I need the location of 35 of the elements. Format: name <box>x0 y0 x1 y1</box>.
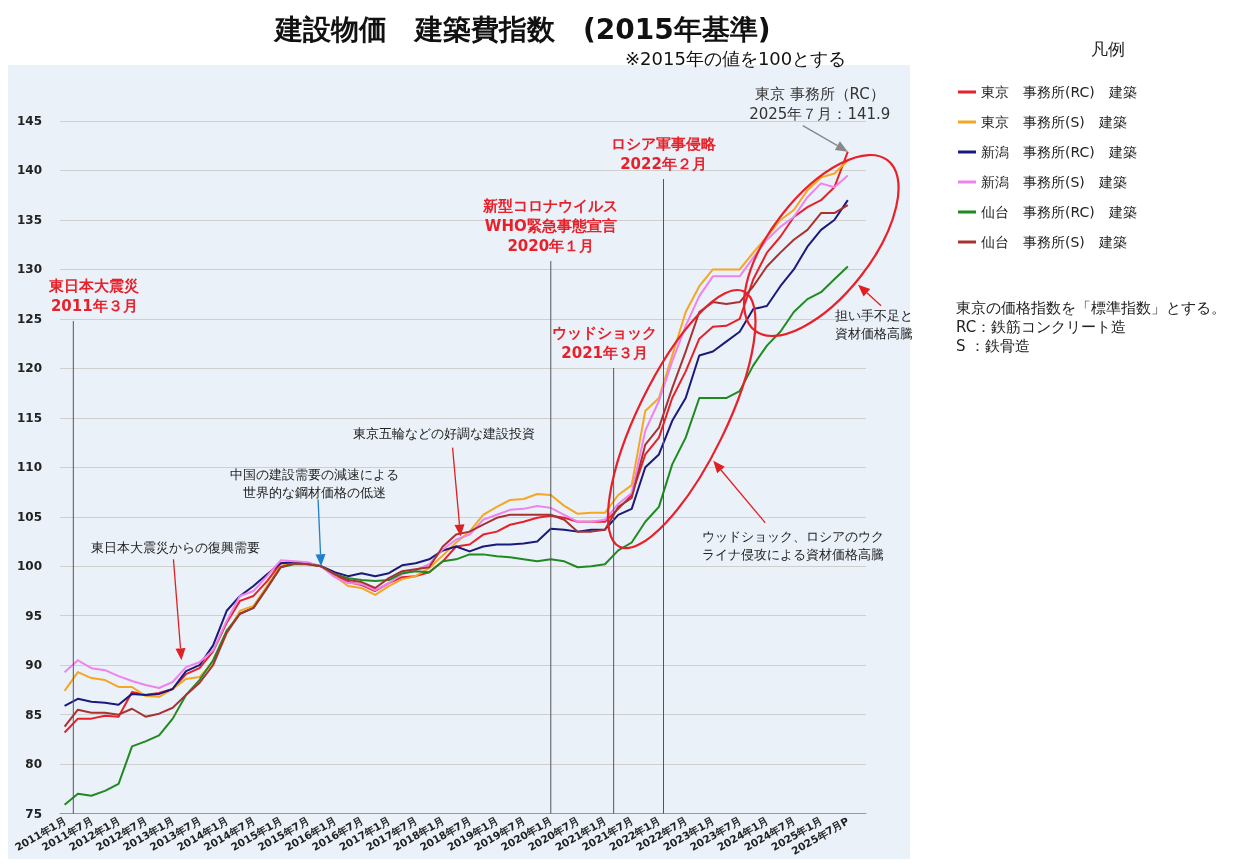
y-tick-label: 140 <box>16 163 42 178</box>
annotation: 東京 事務所（RC） 2025年７月：141.9 <box>749 84 891 123</box>
y-tick-label: 135 <box>16 212 42 227</box>
text: 東京の価格指数を「標準指数」とする。 RC：鉄筋コンクリート造 S ：鉄骨造 <box>956 298 1226 355</box>
chart-title: 建設物価 建築費指数 (2015年基準) <box>273 12 771 46</box>
legend-label: 仙台 事務所(RC) 建築 <box>981 204 1137 220</box>
ref-line-label: 新型コロナウイルス WHO緊急事態宣言 2020年１月 <box>482 197 619 255</box>
y-tick-label: 90 <box>25 658 42 673</box>
y-tick-label: 110 <box>16 460 42 475</box>
y-tick-label: 105 <box>16 509 42 524</box>
annotation: 東日本大震災からの復興需要 <box>90 539 260 555</box>
legend-label: 新潟 事務所(RC) 建築 <box>981 144 1137 160</box>
y-tick-label: 120 <box>16 361 42 376</box>
legend-label: 東京 事務所(S) 建築 <box>981 114 1127 130</box>
y-tick-label: 125 <box>16 311 42 326</box>
y-tick-label: 145 <box>16 114 42 128</box>
y-tick-label: 115 <box>16 410 42 425</box>
y-tick-label: 75 <box>25 806 42 821</box>
legend-label: 東京 事務所(RC) 建築 <box>981 84 1137 100</box>
y-tick-label: 130 <box>16 262 42 277</box>
chart-subtitle: ※2015年の値を100とする <box>625 47 847 69</box>
annotation: 中国の建設需要の減速による世界的な鋼材価格の低迷 <box>229 466 399 500</box>
annotation: 担い手不足と資材価格高騰 <box>835 308 914 342</box>
legend-label: 新潟 事務所(S) 建築 <box>981 174 1127 190</box>
y-tick-label: 85 <box>25 707 42 722</box>
ref-line-label: ロシア軍事侵略 2022年２月 <box>611 135 717 173</box>
annotation: 東京五輪などの好調な建設投資 <box>352 426 535 442</box>
y-tick-label: 100 <box>16 559 42 574</box>
legend-title: 凡例 <box>1091 38 1125 59</box>
annotation: ウッドショック、ロシアのウクライナ侵攻による資材価格高騰 <box>702 529 885 563</box>
ref-line-label: 東日本大震災 2011年３月 <box>48 277 140 315</box>
ref-line-label: ウッドショック 2021年３月 <box>552 324 658 362</box>
y-tick-label: 80 <box>25 757 42 772</box>
legend-label: 仙台 事務所(S) 建築 <box>981 234 1127 250</box>
y-tick-label: 95 <box>25 608 42 623</box>
